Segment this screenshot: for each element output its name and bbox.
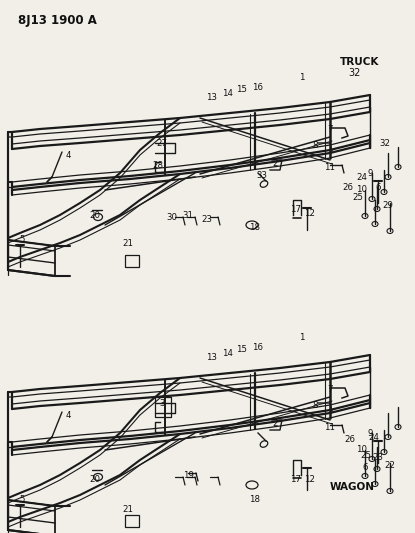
Text: 3: 3 — [159, 399, 165, 408]
Text: 15: 15 — [237, 344, 247, 353]
Ellipse shape — [93, 473, 103, 481]
Ellipse shape — [385, 174, 391, 180]
Text: 12: 12 — [305, 208, 315, 217]
Text: 7: 7 — [327, 385, 333, 394]
Ellipse shape — [385, 434, 391, 440]
Ellipse shape — [369, 456, 375, 462]
Text: 5: 5 — [19, 236, 25, 245]
Text: 27: 27 — [156, 139, 168, 148]
Text: 11: 11 — [325, 424, 335, 432]
Text: 16: 16 — [252, 343, 264, 351]
Ellipse shape — [93, 214, 103, 221]
Text: 14: 14 — [222, 349, 234, 358]
Text: 31: 31 — [183, 211, 193, 220]
Ellipse shape — [260, 441, 268, 447]
Text: 12: 12 — [305, 475, 315, 484]
Text: 25: 25 — [361, 450, 371, 459]
Text: 20: 20 — [90, 211, 100, 220]
Text: 23: 23 — [373, 453, 383, 462]
Text: 23: 23 — [202, 215, 212, 224]
Ellipse shape — [387, 229, 393, 233]
Text: 26: 26 — [344, 435, 356, 445]
Text: 33: 33 — [256, 171, 268, 180]
Text: 9: 9 — [367, 168, 373, 177]
Text: 13: 13 — [207, 352, 217, 361]
Text: 32: 32 — [379, 139, 391, 148]
Ellipse shape — [260, 181, 268, 187]
Text: 24: 24 — [369, 432, 379, 441]
Ellipse shape — [369, 197, 375, 201]
Text: 16: 16 — [252, 83, 264, 92]
Text: 1: 1 — [299, 72, 305, 82]
Text: 32: 32 — [348, 68, 360, 78]
Text: 8J13 1900 A: 8J13 1900 A — [18, 14, 97, 27]
Ellipse shape — [381, 449, 387, 455]
Text: 26: 26 — [342, 182, 354, 191]
FancyBboxPatch shape — [125, 255, 139, 267]
Ellipse shape — [374, 466, 380, 472]
Ellipse shape — [372, 481, 378, 487]
Ellipse shape — [362, 473, 368, 479]
Ellipse shape — [246, 221, 258, 229]
Text: 10: 10 — [356, 185, 368, 195]
Text: 2: 2 — [272, 418, 278, 427]
Text: 30: 30 — [166, 213, 178, 222]
Text: 28: 28 — [152, 160, 164, 169]
Ellipse shape — [372, 222, 378, 227]
Text: WAGON: WAGON — [330, 482, 375, 492]
Text: 4: 4 — [65, 410, 71, 419]
Text: 11: 11 — [325, 164, 335, 173]
Ellipse shape — [362, 214, 368, 219]
Text: 4: 4 — [65, 150, 71, 159]
Text: 10: 10 — [356, 446, 368, 455]
Text: 21: 21 — [122, 505, 134, 514]
Text: 2: 2 — [272, 158, 278, 167]
FancyBboxPatch shape — [125, 515, 139, 527]
Ellipse shape — [381, 190, 387, 195]
Text: 22: 22 — [385, 461, 395, 470]
Text: 13: 13 — [207, 93, 217, 101]
Text: 14: 14 — [222, 88, 234, 98]
Text: 29: 29 — [383, 200, 393, 209]
Text: 24: 24 — [356, 174, 368, 182]
Text: 6: 6 — [362, 463, 368, 472]
Text: TRUCK: TRUCK — [340, 57, 379, 67]
Text: 20: 20 — [90, 475, 100, 484]
Text: 17: 17 — [290, 475, 302, 484]
Text: 25: 25 — [352, 192, 364, 201]
Text: 9: 9 — [367, 429, 373, 438]
Ellipse shape — [395, 424, 401, 430]
Text: 21: 21 — [122, 238, 134, 247]
Ellipse shape — [374, 206, 380, 212]
Ellipse shape — [387, 489, 393, 494]
Text: 18: 18 — [249, 496, 261, 505]
Ellipse shape — [246, 481, 258, 489]
Text: 15: 15 — [237, 85, 247, 93]
Text: 8: 8 — [312, 400, 318, 409]
Text: 19: 19 — [183, 471, 193, 480]
Text: 5: 5 — [19, 496, 25, 505]
Text: 17: 17 — [290, 206, 302, 214]
Text: 8: 8 — [312, 141, 318, 149]
Text: 1: 1 — [299, 333, 305, 342]
Text: 6: 6 — [375, 183, 381, 192]
Text: 18: 18 — [249, 222, 261, 231]
Text: 7: 7 — [327, 125, 333, 134]
Ellipse shape — [395, 165, 401, 169]
